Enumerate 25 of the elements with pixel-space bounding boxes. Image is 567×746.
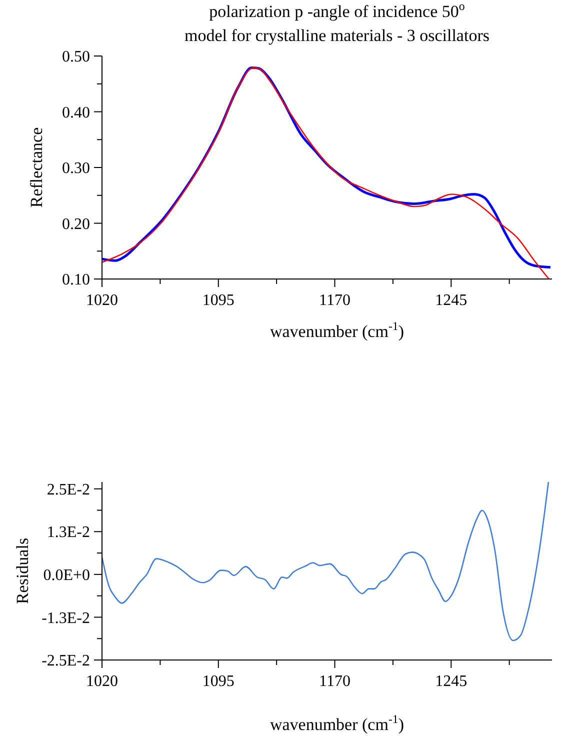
x-tick-label: 1170 [319, 292, 350, 309]
x-tick-label: 1245 [435, 292, 468, 309]
x-tick-label: 1095 [202, 673, 234, 690]
chart-title: polarization p -angle of incidence 50$^{o}$ [209, 0, 465, 21]
y-tick-label: 2.5E-2 [46, 481, 90, 498]
y-tick-label: 0.10 [62, 272, 90, 289]
x-tick-label: 1095 [202, 292, 234, 309]
y-tick-label: -2.5E-2 [42, 652, 90, 670]
y-axis-title: Residuals [13, 538, 32, 604]
y-tick-label: 1.3E-2 [46, 524, 90, 542]
y-tick-label: 0.30 [62, 160, 90, 178]
y-tick-label: -1.3E-2 [42, 610, 90, 627]
y-tick-label: 0.20 [62, 216, 90, 233]
x-tick-label: 1020 [86, 673, 118, 690]
y-tick-label: 0.40 [62, 104, 90, 122]
y-axis-title: Reflectance [27, 127, 46, 208]
y-tick-label: 0.0E+0 [43, 567, 90, 584]
y-tick-label: 0.50 [62, 48, 90, 66]
line-series [101, 481, 550, 642]
x-tick-label: 1020 [86, 292, 118, 309]
chart-subtitle: model for crystalline materials - 3 oscillators [184, 26, 490, 45]
x-axis-title: wavenumber (cm$^{-1}$) [270, 712, 404, 734]
x-tick-label: 1245 [435, 673, 468, 690]
x-axis-title: wavenumber (cm$^{-1}$) [270, 319, 404, 341]
x-tick-label: 1170 [319, 673, 350, 690]
